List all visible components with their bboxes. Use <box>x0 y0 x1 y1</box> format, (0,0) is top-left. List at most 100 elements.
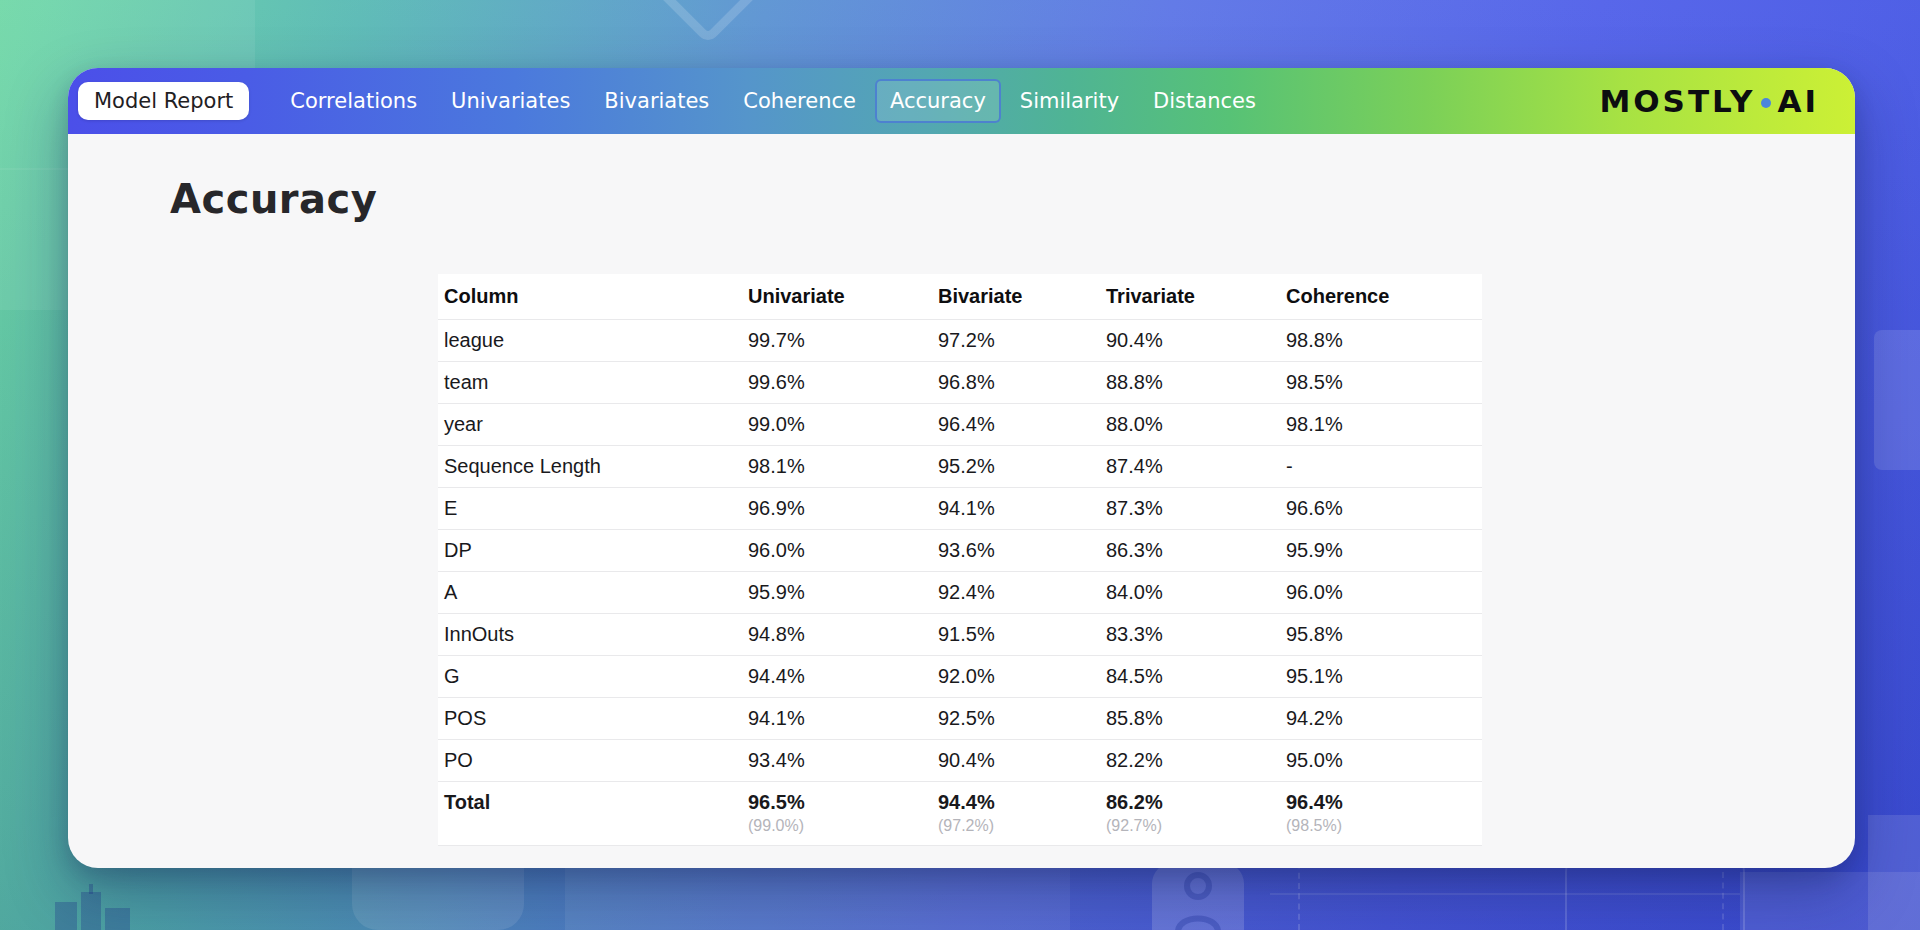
total-coherence-sub: (98.5%) <box>1286 817 1482 835</box>
cell-univariate: 94.8% <box>742 623 932 646</box>
cell-trivariate: 88.0% <box>1100 413 1280 436</box>
total-coherence: 96.4% (98.5%) <box>1280 782 1482 835</box>
cell-univariate: 96.9% <box>742 497 932 520</box>
cell-column: E <box>438 497 742 520</box>
model-report-badge[interactable]: Model Report <box>78 82 249 120</box>
header-bivariate: Bivariate <box>932 285 1100 308</box>
cell-trivariate: 88.8% <box>1100 371 1280 394</box>
background-band <box>565 868 1070 930</box>
table-row: G 94.4% 92.0% 84.5% 95.1% <box>438 656 1482 698</box>
cell-coherence: 98.5% <box>1280 371 1482 394</box>
total-univariate-sub: (99.0%) <box>748 817 932 835</box>
tab-accuracy[interactable]: Accuracy <box>875 79 1001 123</box>
cell-univariate: 96.0% <box>742 539 932 562</box>
tab-correlations[interactable]: Correlations <box>275 79 432 123</box>
cell-coherence: 96.0% <box>1280 581 1482 604</box>
logo-text-left: MOSTLY <box>1599 83 1755 119</box>
buildings-icon <box>55 884 130 930</box>
page-title: Accuracy <box>170 176 1855 222</box>
cell-univariate: 99.7% <box>742 329 932 352</box>
background-rect-bottom-right-2 <box>1868 815 1920 930</box>
background-rect-right <box>1874 330 1920 470</box>
tab-coherence[interactable]: Coherence <box>728 79 871 123</box>
table-row: POS 94.1% 92.5% 85.8% 94.2% <box>438 698 1482 740</box>
cell-bivariate: 97.2% <box>932 329 1100 352</box>
cell-column: A <box>438 581 742 604</box>
cell-column: DP <box>438 539 742 562</box>
cell-trivariate: 87.3% <box>1100 497 1280 520</box>
background-grid-line <box>1270 893 1740 895</box>
total-univariate: 96.5% (99.0%) <box>742 782 932 835</box>
cell-univariate: 95.9% <box>742 581 932 604</box>
background-rect-bottom-right <box>1740 872 1920 930</box>
cell-trivariate: 83.3% <box>1100 623 1280 646</box>
cell-trivariate: 90.4% <box>1100 329 1280 352</box>
cell-univariate: 99.0% <box>742 413 932 436</box>
accuracy-table: Column Univariate Bivariate Trivariate C… <box>438 274 1482 846</box>
cell-univariate: 99.6% <box>742 371 932 394</box>
cell-coherence: 98.8% <box>1280 329 1482 352</box>
cell-trivariate: 84.5% <box>1100 665 1280 688</box>
cell-bivariate: 94.1% <box>932 497 1100 520</box>
total-trivariate-sub: (92.7%) <box>1106 817 1280 835</box>
cell-univariate: 94.1% <box>742 707 932 730</box>
table-row: PO 93.4% 90.4% 82.2% 95.0% <box>438 740 1482 782</box>
cell-univariate: 94.4% <box>742 665 932 688</box>
total-label: Total <box>438 782 742 814</box>
cell-univariate: 93.4% <box>742 749 932 772</box>
tab-bivariates[interactable]: Bivariates <box>589 79 724 123</box>
cell-bivariate: 95.2% <box>932 455 1100 478</box>
header-univariate: Univariate <box>742 285 932 308</box>
cell-trivariate: 86.3% <box>1100 539 1280 562</box>
tab-univariates[interactable]: Univariates <box>436 79 585 123</box>
header-trivariate: Trivariate <box>1100 285 1280 308</box>
cell-column: PO <box>438 749 742 772</box>
total-bivariate-sub: (97.2%) <box>938 817 1100 835</box>
cell-bivariate: 92.0% <box>932 665 1100 688</box>
cell-column: team <box>438 371 742 394</box>
cell-univariate: 98.1% <box>742 455 932 478</box>
cell-bivariate: 96.4% <box>932 413 1100 436</box>
cell-coherence: 95.8% <box>1280 623 1482 646</box>
logo-dot-icon <box>1761 98 1771 108</box>
cell-column: InnOuts <box>438 623 742 646</box>
table-row: year 99.0% 96.4% 88.0% 98.1% <box>438 404 1482 446</box>
cell-bivariate: 91.5% <box>932 623 1100 646</box>
cell-coherence: 96.6% <box>1280 497 1482 520</box>
cell-bivariate: 92.4% <box>932 581 1100 604</box>
table-row: DP 96.0% 93.6% 86.3% 95.9% <box>438 530 1482 572</box>
table-row: A 95.9% 92.4% 84.0% 96.0% <box>438 572 1482 614</box>
cell-column: year <box>438 413 742 436</box>
table-row: Sequence Length 98.1% 95.2% 87.4% - <box>438 446 1482 488</box>
table-row: team 99.6% 96.8% 88.8% 98.5% <box>438 362 1482 404</box>
report-card: Model Report Correlations Univariates Bi… <box>68 68 1855 868</box>
cell-column: POS <box>438 707 742 730</box>
cell-bivariate: 93.6% <box>932 539 1100 562</box>
top-navbar: Model Report Correlations Univariates Bi… <box>68 68 1855 134</box>
header-coherence: Coherence <box>1280 285 1482 308</box>
cell-column: Sequence Length <box>438 455 742 478</box>
cell-trivariate: 85.8% <box>1100 707 1280 730</box>
cell-bivariate: 92.5% <box>932 707 1100 730</box>
cell-bivariate: 90.4% <box>932 749 1100 772</box>
table-row: E 96.9% 94.1% 87.3% 96.6% <box>438 488 1482 530</box>
envelope-chevron-icon <box>623 0 793 45</box>
person-icon <box>1152 862 1244 930</box>
cell-coherence: 95.0% <box>1280 749 1482 772</box>
tab-similarity[interactable]: Similarity <box>1005 79 1134 123</box>
cell-coherence: 98.1% <box>1280 413 1482 436</box>
cell-trivariate: 82.2% <box>1100 749 1280 772</box>
mostly-ai-logo: MOSTLY AI <box>1599 83 1819 119</box>
cell-coherence: 95.9% <box>1280 539 1482 562</box>
cell-column: league <box>438 329 742 352</box>
table-total-row: Total 96.5% (99.0%) 94.4% (97.2%) 86.2% … <box>438 782 1482 846</box>
cell-coherence: - <box>1280 455 1482 478</box>
header-column: Column <box>438 285 742 308</box>
cell-coherence: 95.1% <box>1280 665 1482 688</box>
tab-distances[interactable]: Distances <box>1138 79 1271 123</box>
cell-bivariate: 96.8% <box>932 371 1100 394</box>
cell-coherence: 94.2% <box>1280 707 1482 730</box>
nav-tabs: Correlations Univariates Bivariates Cohe… <box>275 79 1271 123</box>
logo-text-right: AI <box>1777 83 1819 119</box>
cell-trivariate: 87.4% <box>1100 455 1280 478</box>
